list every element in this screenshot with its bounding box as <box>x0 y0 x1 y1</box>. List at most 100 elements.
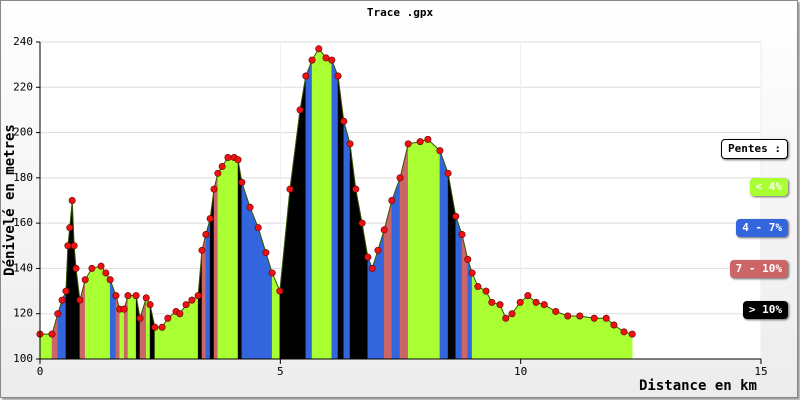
point <box>254 224 262 232</box>
point <box>388 197 396 205</box>
legend-item: < 4% <box>749 178 788 196</box>
point <box>58 296 66 304</box>
slope-segment <box>325 57 333 360</box>
legend-item: 4 - 7% <box>736 219 788 237</box>
slope-segment <box>185 299 193 360</box>
slope-segment <box>227 157 235 360</box>
point <box>508 310 516 318</box>
slope-segment <box>311 47 320 360</box>
point <box>188 296 196 304</box>
point <box>628 330 636 338</box>
point <box>416 138 424 146</box>
point <box>66 224 74 232</box>
point <box>194 292 202 300</box>
y-tick-label: 100 <box>13 352 33 365</box>
point <box>238 178 246 186</box>
point <box>364 253 372 261</box>
point <box>374 246 382 254</box>
y-tick-label: 160 <box>13 216 33 229</box>
slope-segment <box>299 75 307 360</box>
slope-segment <box>39 333 53 360</box>
slope-segment <box>175 311 181 360</box>
point <box>81 276 89 284</box>
point <box>315 45 323 53</box>
y-axis-label: Dénivelé en metres <box>2 124 18 276</box>
point <box>620 328 628 336</box>
point <box>452 212 460 220</box>
slope-segment <box>91 265 102 360</box>
point <box>132 292 140 300</box>
x-axis-label: Distance en km <box>639 378 757 394</box>
point <box>308 56 316 64</box>
point <box>176 310 184 318</box>
point <box>502 314 510 322</box>
point <box>76 296 84 304</box>
point <box>532 298 540 306</box>
point <box>286 185 294 193</box>
y-tick-label: 220 <box>13 80 33 93</box>
slope-segment <box>427 138 441 360</box>
x-tick-label: 15 <box>754 365 767 378</box>
point <box>404 140 412 148</box>
chart-title: Trace .gpx <box>367 6 434 19</box>
point <box>346 140 354 148</box>
slope-segment <box>367 257 373 360</box>
point <box>262 249 270 257</box>
point <box>458 230 466 238</box>
point <box>214 169 222 177</box>
point <box>206 215 214 223</box>
point <box>64 242 72 250</box>
slope-segment <box>419 139 429 360</box>
y-tick-label: 240 <box>13 35 33 48</box>
point <box>158 323 166 331</box>
point <box>540 301 548 309</box>
y-tick-label: 180 <box>13 171 33 184</box>
x-tick-label: 0 <box>37 365 44 378</box>
y-tick-label: 140 <box>13 261 33 274</box>
point <box>488 298 496 306</box>
point <box>276 287 284 295</box>
point <box>198 246 206 254</box>
point <box>88 264 96 272</box>
point <box>396 174 404 182</box>
point <box>112 292 120 300</box>
point <box>72 264 80 272</box>
slope-segment <box>535 302 545 360</box>
point <box>302 72 310 80</box>
point <box>464 255 472 263</box>
point <box>142 294 150 302</box>
y-tick-label: 200 <box>13 126 33 139</box>
point <box>97 262 105 270</box>
slope-segment <box>213 173 219 360</box>
point <box>124 292 132 300</box>
point <box>358 219 366 227</box>
slope-segment <box>237 159 243 360</box>
slope-segment <box>391 177 401 360</box>
slope-segment <box>579 315 595 360</box>
point <box>234 156 242 164</box>
point <box>474 283 482 291</box>
point <box>296 106 304 114</box>
point <box>151 323 159 331</box>
slope-segment <box>318 48 327 360</box>
point <box>68 197 76 205</box>
point <box>146 301 154 309</box>
point <box>218 163 226 171</box>
slope-segment <box>567 315 581 360</box>
point <box>246 203 254 211</box>
slope-segment <box>343 121 351 360</box>
point <box>136 314 144 322</box>
slope-segment <box>100 265 107 360</box>
point <box>54 310 62 318</box>
point <box>424 135 432 143</box>
point <box>352 185 360 193</box>
slope-segment <box>593 317 607 360</box>
point <box>380 226 388 234</box>
point <box>224 153 232 161</box>
legend-title: Pentes : <box>721 139 788 159</box>
slope-segment <box>439 150 449 360</box>
slope-segment <box>127 295 137 360</box>
slope-segment <box>233 157 239 360</box>
slope-segment <box>205 218 211 360</box>
point <box>268 269 276 277</box>
